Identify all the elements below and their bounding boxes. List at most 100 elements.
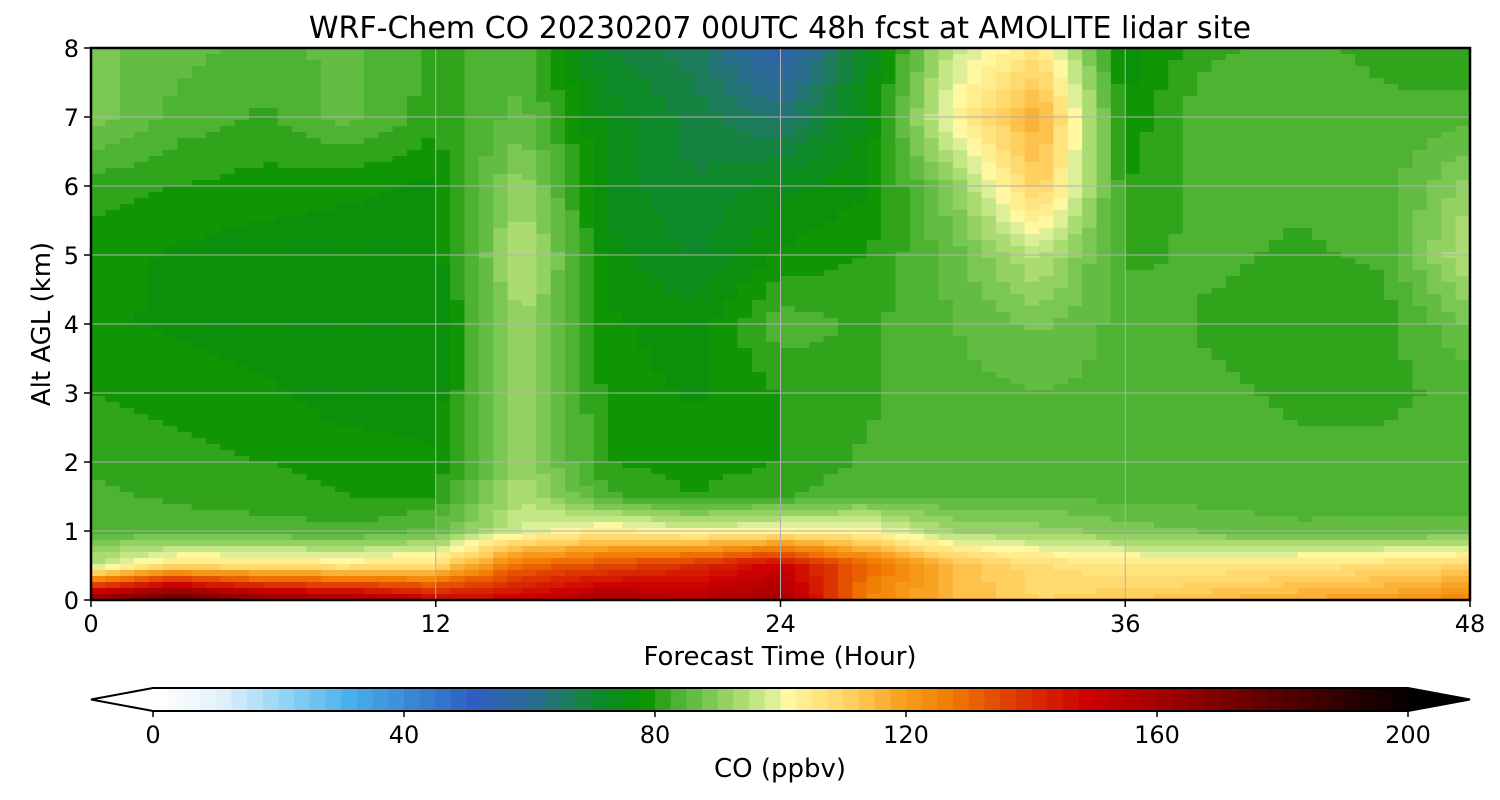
contour-cell: [478, 78, 494, 85]
contour-cell: [320, 354, 336, 361]
contour-cell: [234, 78, 250, 85]
contour-cell: [177, 222, 193, 229]
contour-cell: [981, 264, 997, 271]
contour-cell: [723, 288, 738, 295]
contour-cell: [421, 60, 437, 67]
contour-cell: [723, 342, 738, 349]
contour-cell: [809, 264, 825, 271]
contour-cell: [1283, 258, 1299, 265]
contour-cell: [349, 174, 365, 181]
contour-cell: [1268, 264, 1284, 271]
contour-cell: [205, 312, 221, 319]
contour-cell: [794, 132, 810, 139]
contour-cell: [1283, 240, 1299, 247]
contour-cell: [450, 192, 466, 199]
contour-cell: [105, 156, 121, 163]
contour-cell: [263, 150, 279, 157]
contour-cell: [1082, 246, 1098, 253]
contour-cell: [895, 306, 911, 313]
contour-cell: [249, 186, 264, 193]
contour-cell: [1383, 162, 1399, 169]
contour-cell: [263, 276, 279, 283]
contour-cell: [924, 120, 940, 127]
contour-cell: [751, 102, 767, 109]
contour-cell: [766, 222, 782, 229]
contour-cell: [1039, 294, 1055, 301]
contour-cell: [579, 198, 595, 205]
contour-cell: [1383, 156, 1399, 163]
contour-cell: [277, 264, 293, 271]
contour-cell: [1024, 96, 1040, 103]
contour-cell: [938, 120, 954, 127]
contour-cell: [536, 300, 552, 307]
contour-cell: [521, 228, 537, 235]
contour-cell: [1455, 294, 1471, 301]
contour-cell: [1182, 72, 1198, 79]
contour-cell: [1426, 312, 1442, 319]
contour-cell: [909, 234, 925, 241]
contour-cell: [1311, 180, 1327, 187]
contour-cell: [665, 66, 681, 73]
contour-cell: [665, 78, 681, 85]
contour-cell: [335, 120, 351, 127]
contour-cell: [636, 348, 652, 355]
contour-cell: [1010, 246, 1026, 253]
contour-cell: [708, 324, 724, 331]
contour-cell: [306, 216, 322, 223]
contour-cell: [1010, 228, 1026, 235]
contour-cell: [1067, 348, 1083, 355]
contour-cell: [1039, 66, 1055, 73]
contour-cell: [363, 336, 379, 343]
contour-cell: [866, 138, 882, 145]
contour-cell: [837, 282, 853, 289]
contour-cell: [1039, 204, 1055, 211]
contour-cell: [392, 66, 408, 73]
contour-cell: [493, 186, 509, 193]
contour-cell: [335, 156, 351, 163]
contour-cell: [895, 138, 911, 145]
contour-cell: [794, 276, 810, 283]
contour-cell: [349, 192, 365, 199]
contour-cell: [177, 264, 193, 271]
contour-cell: [938, 168, 954, 175]
contour-cell: [593, 198, 609, 205]
contour-cell: [608, 156, 624, 163]
contour-cell: [823, 102, 839, 109]
contour-cell: [263, 168, 279, 175]
contour-cell: [1139, 138, 1155, 145]
contour-cell: [881, 336, 897, 343]
contour-cell: [565, 186, 580, 193]
contour-cell: [895, 96, 911, 103]
contour-cell: [967, 318, 983, 325]
contour-cell: [148, 138, 164, 145]
contour-cell: [1082, 258, 1098, 265]
contour-cell: [1311, 234, 1327, 241]
contour-cell: [837, 222, 853, 229]
contour-cell: [694, 138, 710, 145]
contour-cell: [694, 270, 710, 277]
contour-cell: [263, 258, 279, 265]
contour-cell: [91, 240, 106, 247]
contour-cell: [1082, 84, 1098, 91]
contour-cell: [349, 66, 365, 73]
contour-cell: [306, 66, 322, 73]
contour-cell: [665, 138, 681, 145]
contour-cell: [1211, 150, 1227, 157]
contour-cell: [1268, 66, 1284, 73]
contour-cell: [1010, 210, 1026, 217]
contour-cell: [105, 306, 121, 313]
contour-cell: [665, 150, 681, 157]
contour-cell: [162, 78, 178, 85]
contour-cell: [335, 54, 351, 61]
contour-cell: [306, 102, 322, 109]
contour-cell: [478, 84, 494, 91]
contour-cell: [679, 126, 695, 133]
contour-cell: [450, 240, 466, 247]
contour-cell: [378, 78, 394, 85]
contour-cell: [378, 186, 394, 193]
contour-cell: [277, 330, 293, 337]
contour-cell: [651, 342, 667, 349]
contour-cell: [766, 156, 782, 163]
contour-cell: [1053, 54, 1069, 61]
contour-cell: [1182, 150, 1198, 157]
